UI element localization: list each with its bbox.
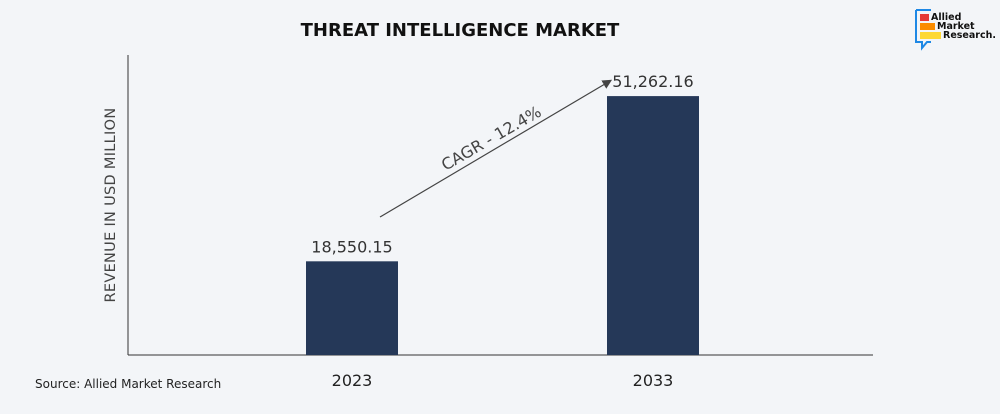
data-label: 18,550.15 bbox=[311, 237, 392, 256]
allied-market-research-logo: Allied Market Research. bbox=[913, 7, 996, 52]
x-tick-label: 2023 bbox=[332, 371, 373, 390]
source-note: Source: Allied Market Research bbox=[35, 377, 222, 391]
chart-title: THREAT INTELLIGENCE MARKET bbox=[300, 20, 620, 41]
x-tick-label: 2033 bbox=[633, 371, 674, 390]
bar-2023 bbox=[306, 261, 398, 355]
data-label: 51,262.16 bbox=[612, 72, 693, 91]
cagr-arrow bbox=[379, 79, 613, 218]
bar-2033 bbox=[607, 96, 699, 355]
cagr-annotation: CAGR - 12.4% bbox=[438, 102, 545, 175]
